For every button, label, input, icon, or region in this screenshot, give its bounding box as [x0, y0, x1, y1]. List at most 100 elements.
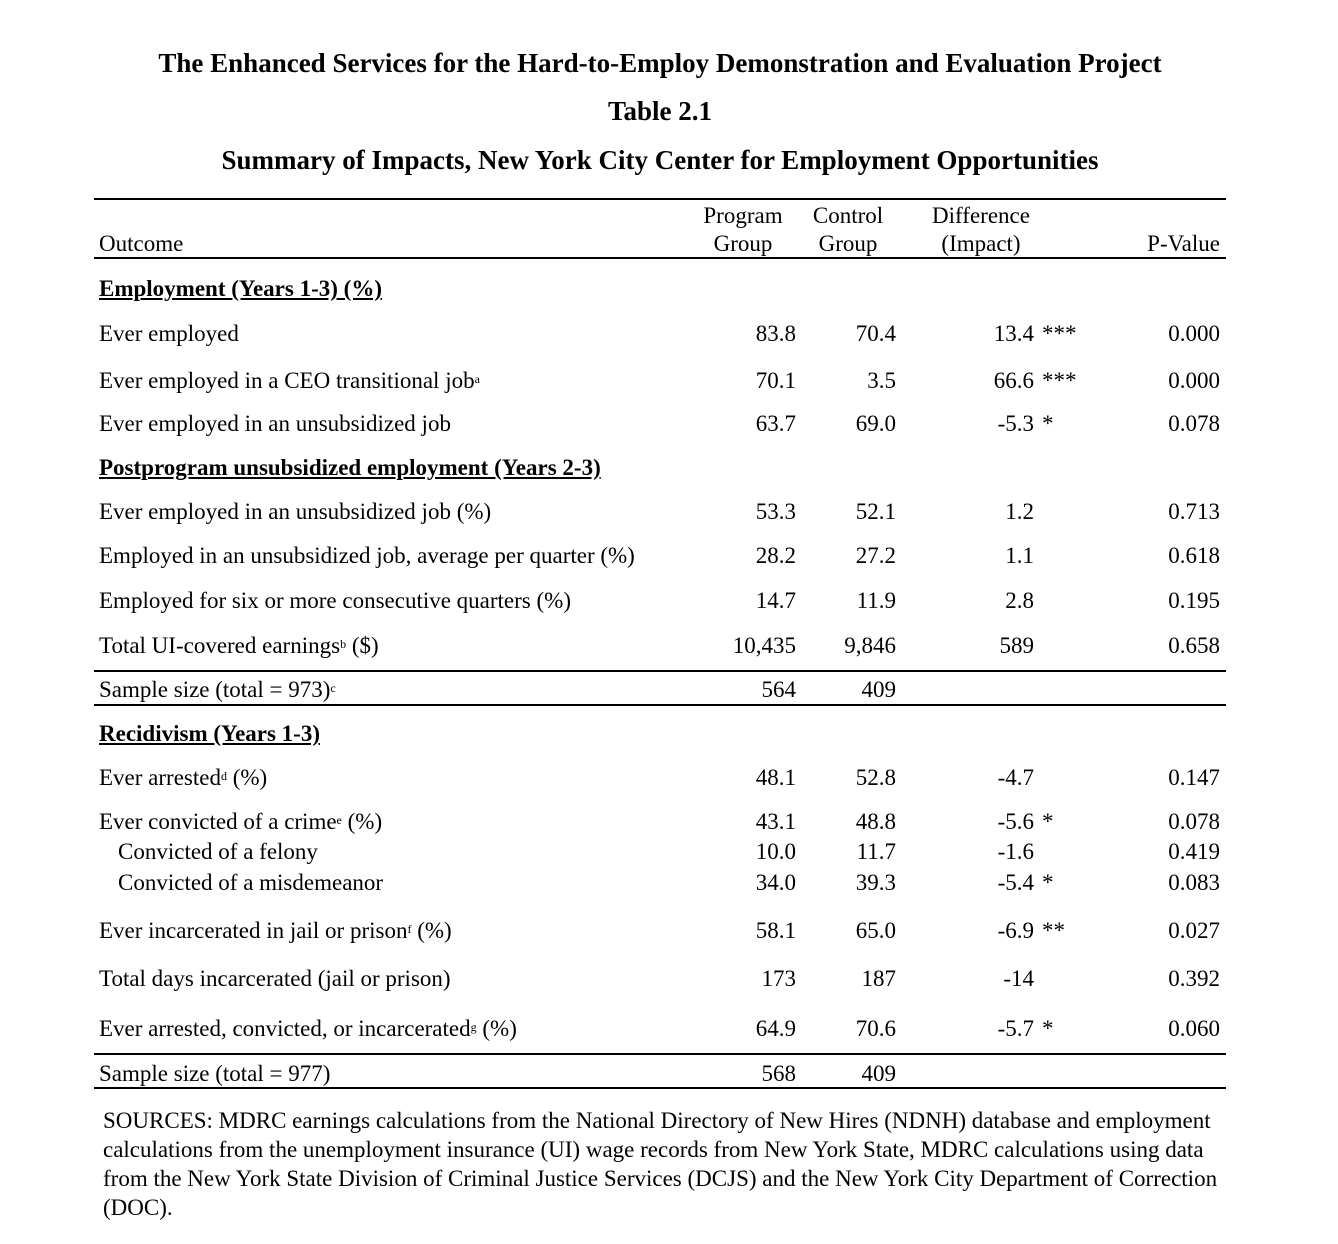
row-label-text: Ever employed in an unsubsidized job (%) — [99, 499, 492, 524]
control-group-value: 11.7 — [856, 839, 896, 864]
program-group-value: 14.7 — [755, 588, 796, 613]
difference-value: 1.1 — [1005, 543, 1034, 568]
control-group-value: 69.0 — [855, 411, 896, 436]
difference-value: -5.3 — [997, 411, 1034, 436]
row-label-text: Convicted of a misdemeanor — [118, 870, 384, 895]
row-label: Ever employed in a CEO transitional joba — [99, 368, 480, 394]
row-label: Sample size (total = 977) — [99, 1061, 330, 1087]
header-difference-1: Difference — [932, 203, 1030, 228]
row-label: Ever incarcerated in jail or prisonf (%) — [99, 918, 452, 944]
p-value: 0.195 — [1168, 588, 1220, 613]
difference-value: -5.7 — [997, 1016, 1034, 1041]
significance-stars: * — [1042, 1016, 1054, 1041]
p-value: 0.078 — [1168, 411, 1220, 436]
row-label: Total days incarcerated (jail or prison) — [99, 966, 451, 992]
control-group-value: 9,846 — [844, 633, 896, 658]
control-group-value: 409 — [861, 1061, 897, 1086]
footnote-marker: b — [340, 637, 347, 651]
p-value: 0.083 — [1168, 870, 1220, 895]
row-label: Convicted of a felony — [118, 839, 318, 865]
control-group-value: 52.8 — [855, 765, 896, 790]
significance-stars: *** — [1042, 368, 1077, 393]
program-group-value: 34.0 — [755, 870, 796, 895]
row-label-unit: (%) — [411, 918, 452, 943]
table-number: Table 2.1 — [607, 96, 713, 126]
difference-value: -14 — [1003, 966, 1034, 991]
difference-value: -5.6 — [997, 809, 1034, 834]
row-label: Ever arrestedd (%) — [99, 765, 267, 791]
header-program-2: Group — [713, 231, 773, 256]
row-label: Ever employed in an unsubsidized job (%) — [99, 499, 491, 525]
row-label: Total UI-covered earningsb ($) — [99, 633, 379, 659]
p-value: 0.078 — [1168, 809, 1220, 834]
section-employment: Employment (Years 1-3) (%) — [99, 276, 382, 301]
program-group-value: 173 — [761, 966, 797, 991]
program-group-value: 63.7 — [755, 411, 796, 436]
significance-stars: * — [1042, 870, 1054, 895]
row-label: Ever employed — [99, 321, 239, 347]
row-label-text: Ever employed in an unsubsidized job — [99, 411, 451, 436]
control-group-value: 3.5 — [867, 368, 896, 393]
significance-stars: * — [1042, 411, 1054, 436]
row-label-unit: (%) — [476, 1016, 517, 1041]
p-value: 0.027 — [1168, 918, 1220, 943]
control-group-value: 70.6 — [855, 1016, 896, 1041]
program-group-value: 568 — [761, 1061, 797, 1086]
control-group-value: 187 — [861, 966, 897, 991]
p-value: 0.392 — [1168, 966, 1220, 991]
program-group-value: 53.3 — [755, 499, 796, 524]
row-label: Ever employed in an unsubsidized job — [99, 411, 451, 437]
control-group-value: 11.9 — [856, 588, 896, 613]
program-group-value: 10,435 — [732, 633, 796, 658]
program-group-value: 48.1 — [755, 765, 796, 790]
header-program-1: Program — [703, 203, 783, 228]
difference-value: -1.6 — [997, 839, 1034, 864]
significance-stars: *** — [1042, 321, 1077, 346]
row-label: Ever convicted of a crimee (%) — [99, 809, 382, 835]
sample-top-rule-2 — [94, 1053, 1226, 1055]
footnote-marker: a — [474, 372, 480, 386]
row-label-text: Total days incarcerated (jail or prison) — [99, 966, 451, 991]
sources-note: SOURCES: MDRC earnings calculations from… — [103, 1108, 1218, 1220]
program-group-value: 58.1 — [755, 918, 796, 943]
control-group-value: 70.4 — [855, 321, 896, 346]
row-label-text: Sample size (total = 973) — [99, 677, 331, 702]
footnote-marker: d — [220, 769, 227, 783]
sample-top-rule-1 — [94, 670, 1226, 672]
row-label: Convicted of a misdemeanor — [118, 870, 383, 896]
difference-value: 66.6 — [993, 368, 1034, 393]
row-label-text: Ever employed in a CEO transitional job — [99, 368, 475, 393]
header-control-2: Group — [818, 231, 878, 256]
footnote-marker: f — [407, 922, 412, 936]
row-label-text: Ever arrested, convicted, or incarcerate… — [99, 1016, 471, 1041]
difference-value: -6.9 — [997, 918, 1034, 943]
row-label-unit: (%) — [226, 765, 268, 790]
header-outcome: Outcome — [99, 231, 184, 256]
row-label: Employed for six or more consecutive qua… — [99, 588, 571, 614]
difference-value: 1.2 — [1005, 499, 1034, 524]
control-group-value: 27.2 — [855, 543, 896, 568]
footnote-marker: c — [330, 681, 336, 695]
significance-stars: * — [1042, 809, 1054, 834]
p-value: 0.000 — [1168, 321, 1220, 346]
section-postprogram: Postprogram unsubsidized employment (Yea… — [99, 455, 601, 480]
row-label-text: Ever arrested — [99, 765, 221, 790]
row-label-unit: (%) — [341, 809, 383, 834]
sample-bottom-rule-1 — [94, 704, 1226, 706]
control-group-value: 52.1 — [855, 499, 896, 524]
control-group-value: 48.8 — [855, 809, 896, 834]
program-group-value: 64.9 — [755, 1016, 796, 1041]
row-label-text: Ever employed — [99, 321, 239, 346]
footnote-marker: e — [336, 813, 342, 827]
p-value: 0.618 — [1168, 543, 1220, 568]
p-value: 0.658 — [1168, 633, 1220, 658]
difference-value: 589 — [999, 633, 1035, 658]
row-label: Sample size (total = 973)c — [99, 677, 336, 703]
row-label-text: Convicted of a felony — [118, 839, 318, 864]
p-value: 0.713 — [1168, 499, 1220, 524]
row-label-text: Total UI-covered earnings — [99, 633, 341, 658]
control-group-value: 409 — [861, 677, 897, 702]
significance-stars: ** — [1042, 918, 1065, 943]
header-control-1: Control — [812, 203, 884, 228]
program-group-value: 43.1 — [755, 809, 796, 834]
